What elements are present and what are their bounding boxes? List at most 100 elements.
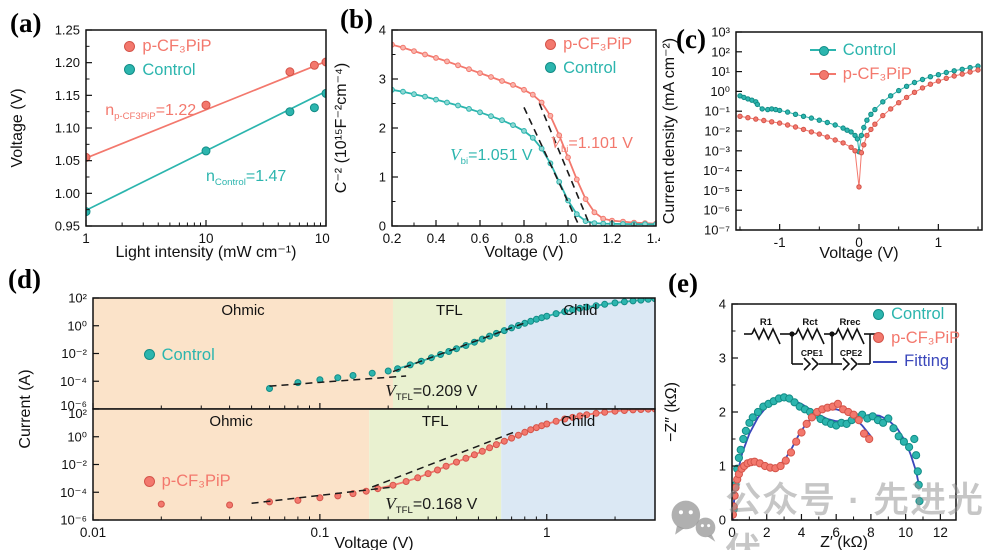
svg-text:10⁻⁶: 10⁻⁶ [60,513,87,528]
svg-text:3: 3 [719,351,726,366]
svg-text:0.1: 0.1 [310,525,329,540]
legend-label: Control [161,345,215,364]
region-tfl [369,409,502,520]
panel-d-legend: Control [143,345,215,369]
panel-a-chart: 0.95 1.00 1.05 1.10 1.15 1.20 1.25 1 10 100 Light … [0,0,330,262]
svg-text:10⁻⁶: 10⁻⁶ [703,203,730,218]
svg-text:0.2: 0.2 [383,231,402,246]
panel-d-label: (d) [8,264,41,294]
annotation: np-CF3PiP=1.22 [105,101,197,122]
legend-label: Control [142,60,196,79]
svg-text:4: 4 [798,525,806,540]
svg-text:Rct: Rct [802,317,818,328]
region-ohmic [93,298,393,409]
region-label: Child [561,413,595,430]
legend-item: Control [124,60,211,81]
annotation: VTFL=0.209 V [385,381,478,404]
legend-item: Control [809,40,912,61]
panel-d-plot: Ohmic TFL Child 10² 10⁰ 10⁻² 10⁻⁴ 10⁻⁶ Ohmic TFL C… [17,291,656,550]
dot-marker-icon [545,38,557,50]
control-points-markers [86,88,326,217]
y-axis-label: −Z″ (kΩ) [663,382,680,442]
line-marker-icon [873,360,898,363]
x-axis-label: Light intensity (mW cm⁻¹) [116,244,297,261]
panel-b: (b) 0 1 2 3 4 0.2 0.4 0.6 0.8 1.0 1.2 1.4 Voltage (V… [330,0,660,262]
y-axis-label: Current density (mA cm⁻²) [661,38,678,224]
annotation: Vbi=1.101 V [550,132,633,156]
p-CF3PiP-eis-markers [732,399,874,519]
control-ohmic-fit [269,375,407,387]
dot-marker-icon [873,332,885,344]
control-sclc-ohmic-markers [266,367,392,392]
dot-marker-icon [143,475,155,487]
svg-text:1: 1 [543,525,551,540]
legend-label: Control [842,40,896,59]
svg-text:10⁻⁷: 10⁻⁷ [704,223,730,238]
region-label: Ohmic [209,413,253,430]
svg-text:2: 2 [719,405,726,420]
panel-b-chart: 0 1 2 3 4 0.2 0.4 0.6 0.8 1.0 1.2 1.4 Voltage (V) C⁻²… [330,0,660,262]
dot-marker-icon [124,64,136,76]
panel-e-legend: Control p-CF₃PiP Fitting [873,304,960,375]
svg-text:1.20: 1.20 [55,55,80,70]
svg-text:1.10: 1.10 [55,121,80,136]
svg-text:10⁻²: 10⁻² [61,346,87,361]
svg-text:-1: -1 [774,235,786,250]
svg-text:10: 10 [198,231,213,246]
svg-text:10⁻⁵: 10⁻⁵ [703,183,730,198]
panel-a-label: (a) [10,8,42,38]
svg-text:1: 1 [379,170,386,185]
p-CF3PiP-sclc-markers [374,409,655,493]
legend-item: p-CF₃PiP [545,34,632,55]
panel-a-legend: p-CF₃PiP Control [124,36,211,83]
svg-text:1.25: 1.25 [55,23,80,38]
p-CF3PiP-points-markers [86,57,326,162]
svg-text:1: 1 [82,231,90,246]
svg-text:10⁻⁴: 10⁻⁴ [60,485,87,500]
svg-text:10⁻⁴: 10⁻⁴ [703,163,730,178]
y-axis-label: C⁻² (10¹⁵F⁻²cm⁻⁴) [333,63,350,193]
legend-label: p-CF₃PiP [563,34,633,53]
tangent-pcf3pip [538,103,591,226]
legend-item: Fitting [873,351,960,372]
svg-text:0: 0 [855,235,863,250]
svg-text:8: 8 [867,525,875,540]
legend-label: p-CF₃PiP [142,36,212,55]
svg-text:0: 0 [379,219,386,234]
svg-text:CPE2: CPE2 [840,348,862,358]
legend-label: Control [891,305,945,323]
x-axis-label: Voltage (V) [334,535,413,550]
legend-item: p-CF₃PiP [143,471,231,492]
svg-text:0.4: 0.4 [427,231,446,246]
panel-b-legend: p-CF₃PiP Control [545,34,632,81]
region-child [505,298,655,409]
linedot-marker-icon [809,46,836,57]
svg-text:10²: 10² [68,291,87,306]
control-sclc-markers [394,298,655,373]
legend-item: Control [873,304,960,325]
svg-text:R1: R1 [760,317,773,328]
dot-marker-icon [545,62,557,74]
annotation: VTFL=0.168 V [385,494,478,517]
p-CF3PiP-jv-markers [737,67,981,190]
legend-item: p-CF₃PiP [809,64,912,85]
panel-e-chart: 0 1 2 3 4 0 2 4 6 8 10 12 Z′ (kΩ) −Z″ (kΩ) R1 Rct Rrec CP… [660,262,990,550]
legend-label: p-CF₃PiP [891,328,961,347]
legend-label: Fitting [904,352,950,371]
annotation: nControl=1.47 [206,168,287,189]
svg-text:1: 1 [935,235,943,250]
panel-c-chart: 10³ 10² 10¹ 10⁰ 10⁻¹ 10⁻² 10⁻³ 10⁻⁴ 10⁻⁵ 10⁻⁶ 10⁻⁷… [660,0,990,262]
dot-marker-icon [124,40,136,52]
svg-text:6: 6 [832,525,840,540]
svg-text:10²: 10² [711,44,730,59]
svg-text:1.05: 1.05 [55,153,80,168]
region-label: TFL [436,302,463,319]
svg-text:10⁻²: 10⁻² [61,457,87,472]
svg-text:10¹: 10¹ [711,64,730,79]
svg-text:10³: 10³ [711,25,730,40]
svg-text:10⁰: 10⁰ [67,318,87,333]
p-CF3PiP-sclc-ohmic-markers [157,487,370,509]
panel-d-chart: Ohmic TFL Child 10² 10⁰ 10⁻² 10⁻⁴ 10⁻⁶ Ohmic TFL C… [0,262,660,550]
svg-text:1.15: 1.15 [55,88,80,103]
